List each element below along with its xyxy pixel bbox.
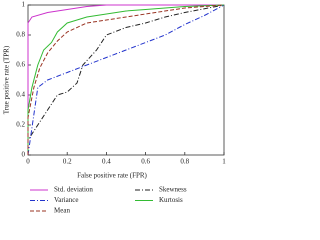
x-tick-label: 0.2 <box>63 158 72 166</box>
roc-line <box>27 4 225 155</box>
legend-label: Variance <box>54 196 78 204</box>
x-tick-label: 0.8 <box>180 158 189 166</box>
roc-line <box>27 4 225 155</box>
y-axis-label: True positive rate (TPR) <box>3 45 11 114</box>
chart: False positive rate (FPR) True positive … <box>3 1 227 215</box>
x-tick-label: 0.4 <box>102 158 111 166</box>
x-tick-label: 1 <box>222 158 226 166</box>
y-tick-label: 1 <box>22 1 26 9</box>
roc-line <box>27 4 224 155</box>
x-tick-label: 0 <box>26 158 30 166</box>
roc-line <box>27 4 225 156</box>
legend-label: Skewness <box>159 186 187 194</box>
y-tick-label: 0.4 <box>16 91 25 99</box>
x-tick-label: 0.6 <box>141 158 150 166</box>
legend-label: Kurtosis <box>159 196 183 204</box>
legend-label: Std. deviation <box>54 186 93 194</box>
legend-label: Mean <box>54 207 70 215</box>
roc-line <box>27 4 225 155</box>
y-tick-label: 0.8 <box>16 31 25 39</box>
y-tick-label: 0 <box>22 151 26 159</box>
y-tick-label: 0.2 <box>16 121 25 129</box>
x-axis-label: False positive rate (FPR) <box>77 172 147 180</box>
y-tick-label: 0.6 <box>16 61 25 69</box>
